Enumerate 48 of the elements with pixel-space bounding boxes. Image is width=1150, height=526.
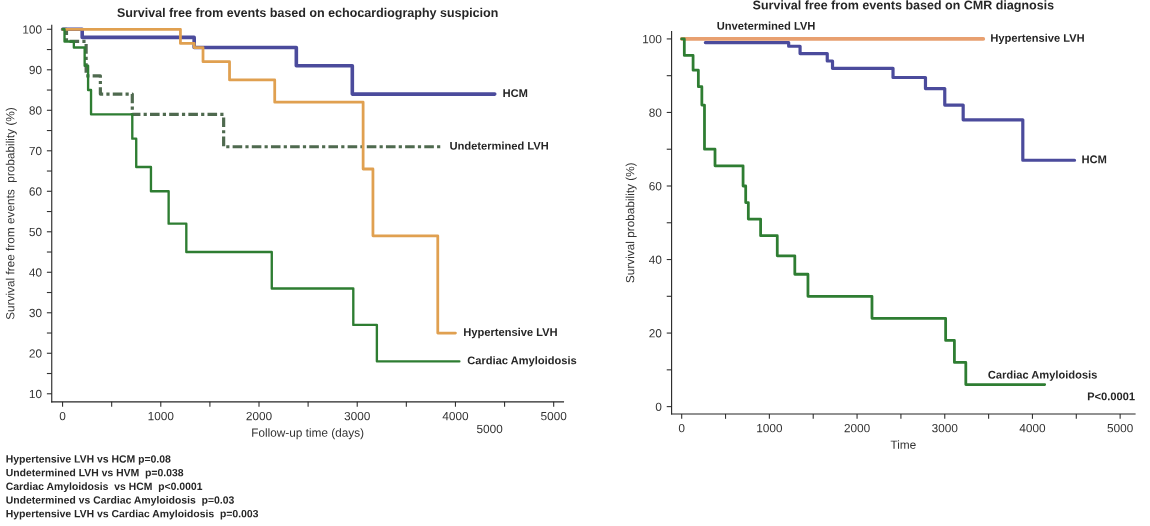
series-label: Hypertensive LVH <box>464 327 557 339</box>
y-tick-label: 40 <box>649 255 662 264</box>
x-tick-label: 0 <box>678 424 685 433</box>
x-tick-label: 2000 <box>844 424 870 433</box>
y-tick-label: 60 <box>649 182 662 191</box>
y-tick-label: 10 <box>29 389 42 399</box>
text: Cardiac Amyloidosis vs HCM p<0.0001 <box>6 482 203 493</box>
x-tick-label: 3000 <box>344 411 370 421</box>
x-tick-label: 3000 <box>932 424 958 433</box>
x-axis-title: Time <box>890 440 916 449</box>
series-label: Hypertensive LVH <box>991 33 1084 45</box>
x-tick-label: 1000 <box>148 411 174 421</box>
x-tick-label: 2000 <box>246 411 272 421</box>
text: Undetermined LVH vs HVM p=0.038 <box>6 468 184 479</box>
y-tick-label: 100 <box>643 34 662 44</box>
x-tick-label: 4000 <box>442 411 469 421</box>
chart-title: Survival free from events based on echocardiography suspicion <box>117 7 498 20</box>
y-tick-label: 0 <box>655 402 662 411</box>
y-tick-label: 100 <box>23 25 42 34</box>
chart-title: Survival free from events based on CMR diagnosis <box>752 0 1054 12</box>
y-tick-label: 50 <box>29 227 42 237</box>
x-tick-label: 5000 <box>1107 424 1133 433</box>
x-tick-label: 0 <box>59 411 66 421</box>
y-tick-label: 20 <box>649 329 662 338</box>
series-label: Cardiac Amyloidosis <box>467 356 577 367</box>
x-tick-label: 4000 <box>1019 424 1046 433</box>
y-tick-label: 90 <box>29 65 42 75</box>
y-axis-title: Survival free from events probability (%) <box>5 108 17 320</box>
y-axis-title: Survival probability (%) <box>625 163 637 283</box>
annotation: Unvetermined LVH <box>717 21 815 30</box>
text: Hypertensive LVH vs HCM p=0.08 <box>6 454 171 465</box>
y-tick-label: 70 <box>29 146 42 156</box>
y-tick-label: 30 <box>29 308 42 318</box>
series-label: Undetermined LVH <box>450 141 548 150</box>
y-tick-label: 40 <box>29 268 42 277</box>
text: Hypertensive LVH vs Cardiac Amyloidosis p=0.003 <box>6 509 259 520</box>
text: Undetermined vs Cardiac Amyloidosis p=0.03 <box>6 496 234 506</box>
y-tick-label: 20 <box>29 349 42 358</box>
y-tick-label: 80 <box>649 108 662 117</box>
series-label: HCM <box>503 89 528 98</box>
series-label: HCM <box>1082 155 1107 164</box>
annotation: P<0.0001 <box>1087 392 1135 401</box>
y-tick-label: 80 <box>29 106 42 115</box>
x-axis-title: Follow-up time (days) <box>252 428 364 440</box>
series-label: Cardiac Amyloidosis <box>988 370 1097 381</box>
y-tick-label: 60 <box>29 187 42 196</box>
x-tick-label: 5000 <box>541 411 567 421</box>
x-tick-label: 1000 <box>757 424 783 433</box>
